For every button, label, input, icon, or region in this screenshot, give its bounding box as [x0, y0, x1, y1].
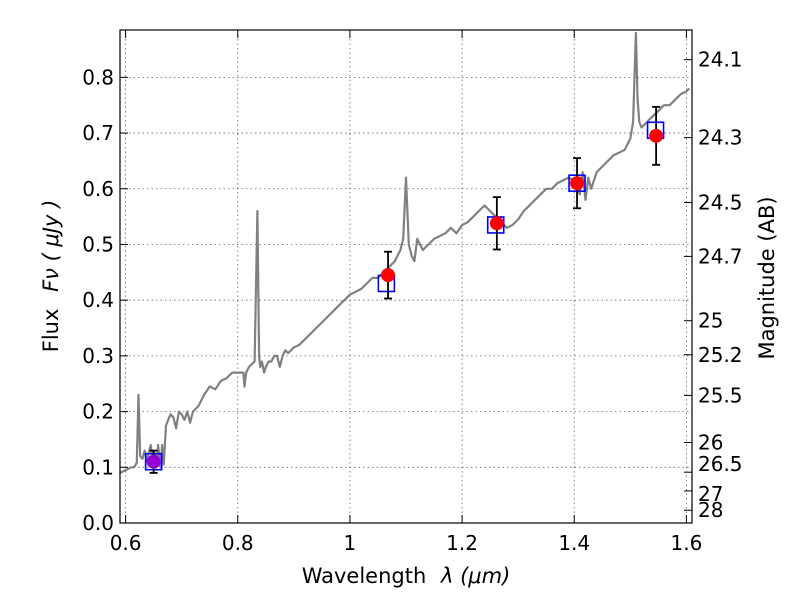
- x-tick-label: 0.6: [110, 531, 142, 555]
- mag-tick-label: 26.5: [698, 452, 743, 476]
- mag-tick-label: 24.1: [698, 48, 743, 72]
- mag-tick-label: 26: [698, 430, 723, 454]
- y-axis-label-math: Fν ( μJy ): [39, 200, 63, 292]
- y-tick-label: 0.1: [82, 455, 114, 479]
- y-tick-label: 0.5: [82, 232, 114, 256]
- plot-frame: [119, 29, 693, 524]
- y-tick-label: 0.0: [82, 511, 114, 535]
- x-axis-label-text: Wavelength: [302, 564, 427, 588]
- y-tick-label: 0.8: [82, 65, 114, 89]
- y-axis-label: Flux Fν ( μJy ): [39, 200, 63, 353]
- mag-tick-label: 24.5: [698, 190, 743, 214]
- plot-area: [119, 31, 690, 474]
- mag-tick-label: 24.3: [698, 126, 743, 150]
- mag-tick-label: 25.5: [698, 383, 743, 407]
- y-tick-label: 0.6: [82, 177, 114, 201]
- spectrum-line: [119, 31, 690, 474]
- mag-tick-label: 25.2: [698, 343, 743, 367]
- x-axis-label-math: λ (μm): [440, 564, 510, 588]
- y-tick-label: 0.2: [82, 400, 114, 424]
- y-tick-label: 0.3: [82, 344, 114, 368]
- mag-tick-label: 25: [698, 309, 723, 333]
- observed-flux-point: [489, 216, 504, 231]
- y-axis-right-label: Magnitude (AB): [755, 196, 779, 359]
- observed-flux-point: [146, 454, 161, 469]
- x-axis-label: Wavelength λ (μm): [302, 564, 511, 588]
- grid: [120, 30, 692, 523]
- observed-flux-point: [649, 128, 664, 143]
- y-axis-left: 0.0 0.1 0.2 0.3 0.4 0.5 0.6 0.7 0.8: [82, 65, 128, 535]
- x-tick-label: 1.2: [446, 531, 478, 555]
- x-tick-label: 1.4: [558, 531, 590, 555]
- y-tick-label: 0.7: [82, 121, 114, 145]
- x-tick-label: 1: [344, 531, 357, 555]
- y-tick-label: 0.4: [82, 288, 114, 312]
- observed-flux-point: [381, 268, 396, 283]
- x-tick-label: 0.8: [222, 531, 254, 555]
- observed-flux-point: [570, 176, 585, 191]
- x-axis: 0.6 0.8 1 1.2 1.4 1.6: [110, 30, 702, 555]
- y-axis-label-text: Flux: [39, 309, 63, 353]
- mag-tick-label: 24.7: [698, 244, 743, 268]
- mag-tick-label: 27: [698, 482, 723, 506]
- x-tick-label: 1.6: [670, 531, 702, 555]
- mag-tick-label: 28: [698, 498, 723, 522]
